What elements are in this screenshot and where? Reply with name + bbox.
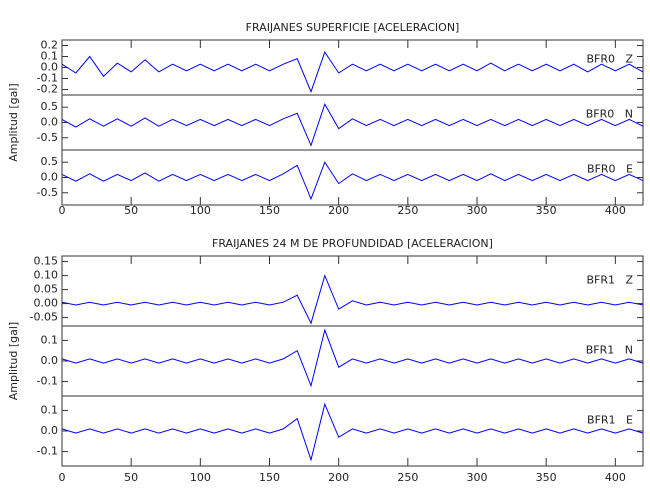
x-tick-label: 300 <box>467 471 488 484</box>
trace-label: BFR0 N <box>586 107 633 120</box>
x-tick-label: 300 <box>467 204 488 217</box>
trace <box>61 50 644 94</box>
y-tick-label: 0.2 <box>41 39 59 52</box>
trace-label: BFR0 E <box>587 162 633 175</box>
y-tick-label: -0.5 <box>37 131 58 144</box>
y-tick-label: 0.10 <box>34 269 59 282</box>
trace <box>61 402 644 462</box>
x-tick-label: 350 <box>536 471 557 484</box>
y-tick-label: -0.05 <box>30 311 58 324</box>
y-tick-label: 0.05 <box>34 283 59 296</box>
x-tick-label: 200 <box>328 471 349 484</box>
y-tick-label: -0.1 <box>37 375 58 388</box>
y-tick-label: 0.0 <box>41 424 59 437</box>
y-tick-label: -0.1 <box>37 72 58 85</box>
x-tick-label: 150 <box>259 204 280 217</box>
x-tick-label: 100 <box>190 471 211 484</box>
y-axis-label: Amplitud [gal] <box>7 83 20 161</box>
x-tick-label: 250 <box>397 204 418 217</box>
y-tick-label: 0.15 <box>34 255 59 268</box>
x-tick-label: 400 <box>605 471 626 484</box>
chart-title: FRAIJANES 24 M DE PROFUNDIDAD [ACELERACI… <box>212 237 493 250</box>
x-tick-label: 0 <box>59 204 66 217</box>
x-tick-label: 350 <box>536 204 557 217</box>
y-axis-label: Amplitud [gal] <box>7 322 20 400</box>
trace-label: BFR1 Z <box>586 274 633 287</box>
trace-label: BFR1 N <box>586 344 633 357</box>
x-tick-label: 200 <box>328 204 349 217</box>
x-tick-label: 100 <box>190 204 211 217</box>
y-tick-label: 0.0 <box>41 354 59 367</box>
trace <box>61 328 644 388</box>
trace <box>61 274 644 325</box>
y-tick-label: 0.0 <box>41 116 59 129</box>
x-tick-label: 50 <box>124 471 138 484</box>
chart-title: FRAIJANES SUPERFICIE [ACELERACION] <box>246 21 460 34</box>
y-tick-label: -0.5 <box>37 186 58 199</box>
x-tick-label: 400 <box>605 204 626 217</box>
y-tick-label: -0.2 <box>37 83 58 96</box>
y-tick-label: 0.00 <box>34 297 59 310</box>
y-tick-label: 0.0 <box>41 61 59 74</box>
trace <box>61 102 644 147</box>
y-tick-label: 0.5 <box>41 155 59 168</box>
y-tick-label: 0.1 <box>41 333 59 346</box>
x-tick-label: 0 <box>59 471 66 484</box>
trace-label: BFR0 Z <box>586 52 633 65</box>
x-tick-label: 250 <box>397 471 418 484</box>
trace <box>61 161 644 201</box>
y-tick-label: -0.1 <box>37 445 58 458</box>
y-tick-label: 0.1 <box>41 403 59 416</box>
trace-label: BFR1 E <box>587 414 633 427</box>
plot-frame <box>61 255 644 467</box>
x-tick-label: 150 <box>259 471 280 484</box>
y-tick-label: 0.1 <box>41 50 59 63</box>
y-tick-label: 0.0 <box>41 171 59 184</box>
y-tick-label: 0.5 <box>41 100 59 113</box>
x-tick-label: 50 <box>124 204 138 217</box>
